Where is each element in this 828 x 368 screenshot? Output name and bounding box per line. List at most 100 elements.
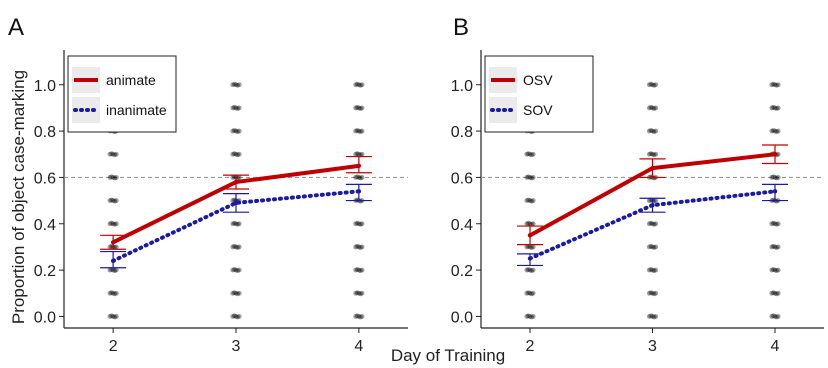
individual-point xyxy=(530,290,536,296)
individual-point xyxy=(236,105,242,111)
individual-point xyxy=(651,82,657,88)
individual-point xyxy=(524,314,530,319)
individual-point xyxy=(353,267,359,273)
individual-point xyxy=(771,81,776,87)
mean-point xyxy=(233,200,239,206)
individual-point xyxy=(769,175,775,180)
individual-point xyxy=(356,105,362,111)
individual-point xyxy=(774,245,779,250)
individual-point xyxy=(236,128,242,134)
individual-point xyxy=(653,290,659,296)
individual-point xyxy=(772,175,778,180)
individual-point xyxy=(236,290,242,296)
individual-point xyxy=(772,105,778,111)
individual-point xyxy=(353,151,359,157)
y-tick-label: 0.0 xyxy=(451,309,473,326)
individual-point xyxy=(354,313,360,319)
individual-point xyxy=(235,106,241,111)
panel-b: B 0.0 0.2 0.4 0.6 0.8 1.0 2 3 4 OSV SOV xyxy=(451,14,824,355)
individual-point xyxy=(529,152,534,158)
individual-point xyxy=(775,175,781,180)
individual-point xyxy=(230,221,236,227)
individual-point xyxy=(354,104,360,110)
individual-point xyxy=(524,290,530,296)
individual-point xyxy=(358,106,363,111)
y-tick-label: 0.4 xyxy=(34,217,56,234)
individual-point xyxy=(526,290,531,296)
individual-point xyxy=(236,151,242,157)
individual-point xyxy=(653,198,659,203)
individual-point xyxy=(653,105,659,111)
individual-point xyxy=(651,152,657,158)
individual-point xyxy=(650,128,655,134)
individual-point xyxy=(653,82,659,88)
individual-point xyxy=(774,106,779,111)
individual-point xyxy=(358,268,363,274)
individual-point xyxy=(356,290,362,296)
mean-point xyxy=(527,256,533,261)
individual-point xyxy=(107,314,113,319)
individual-point xyxy=(359,267,365,273)
x-tick-label: 4 xyxy=(354,338,363,355)
mean-point xyxy=(356,163,362,169)
individual-point xyxy=(771,104,776,110)
individual-point xyxy=(233,82,239,88)
individual-point xyxy=(646,151,652,157)
individual-point xyxy=(236,314,242,319)
individual-point xyxy=(232,81,237,87)
individual-point xyxy=(232,313,237,319)
individual-point xyxy=(230,244,236,250)
individual-point xyxy=(359,105,365,111)
individual-point xyxy=(774,291,779,297)
individual-point xyxy=(771,267,776,272)
y-tick-label: 1.0 xyxy=(34,78,56,95)
individual-point xyxy=(230,105,236,111)
individual-point xyxy=(524,175,530,180)
individual-point xyxy=(524,151,530,157)
individual-point xyxy=(358,291,363,297)
individual-point xyxy=(235,82,241,88)
individual-point xyxy=(230,82,236,88)
individual-point xyxy=(359,244,365,250)
individual-point xyxy=(646,267,652,273)
individual-point xyxy=(230,128,236,134)
individual-point xyxy=(236,267,242,273)
mean-point xyxy=(110,258,116,264)
individual-point xyxy=(107,198,113,203)
y-tick-label: 0.6 xyxy=(34,170,56,187)
individual-point xyxy=(648,151,654,157)
individual-point xyxy=(107,221,113,227)
individual-point xyxy=(646,314,652,319)
individual-point xyxy=(113,267,119,273)
individual-point xyxy=(236,244,242,250)
individual-point xyxy=(230,267,236,273)
mean-point xyxy=(233,179,239,185)
individual-point xyxy=(107,290,113,296)
individual-point xyxy=(112,314,118,320)
individual-point xyxy=(236,175,242,180)
mean-point xyxy=(772,189,778,194)
individual-point xyxy=(353,314,359,319)
individual-point xyxy=(529,175,534,181)
individual-point xyxy=(650,151,655,157)
individual-point xyxy=(354,128,360,133)
individual-point xyxy=(526,267,531,272)
y-tick-label: 0.6 xyxy=(451,170,473,187)
individual-point xyxy=(653,244,659,250)
y-tick-label: 0.0 xyxy=(34,309,56,326)
individual-point xyxy=(772,267,778,273)
individual-point xyxy=(530,244,536,250)
individual-point xyxy=(527,151,533,157)
individual-point xyxy=(353,290,359,296)
individual-point xyxy=(230,151,236,157)
individual-point xyxy=(359,314,365,319)
panel-label: B xyxy=(453,14,469,41)
individual-point xyxy=(107,151,113,157)
individual-point xyxy=(233,221,239,227)
y-tick-label: 0.2 xyxy=(34,263,56,280)
individual-point xyxy=(233,314,239,319)
individual-point xyxy=(648,220,654,226)
individual-point xyxy=(358,129,363,135)
individual-point xyxy=(109,197,114,203)
individual-point xyxy=(112,268,118,274)
